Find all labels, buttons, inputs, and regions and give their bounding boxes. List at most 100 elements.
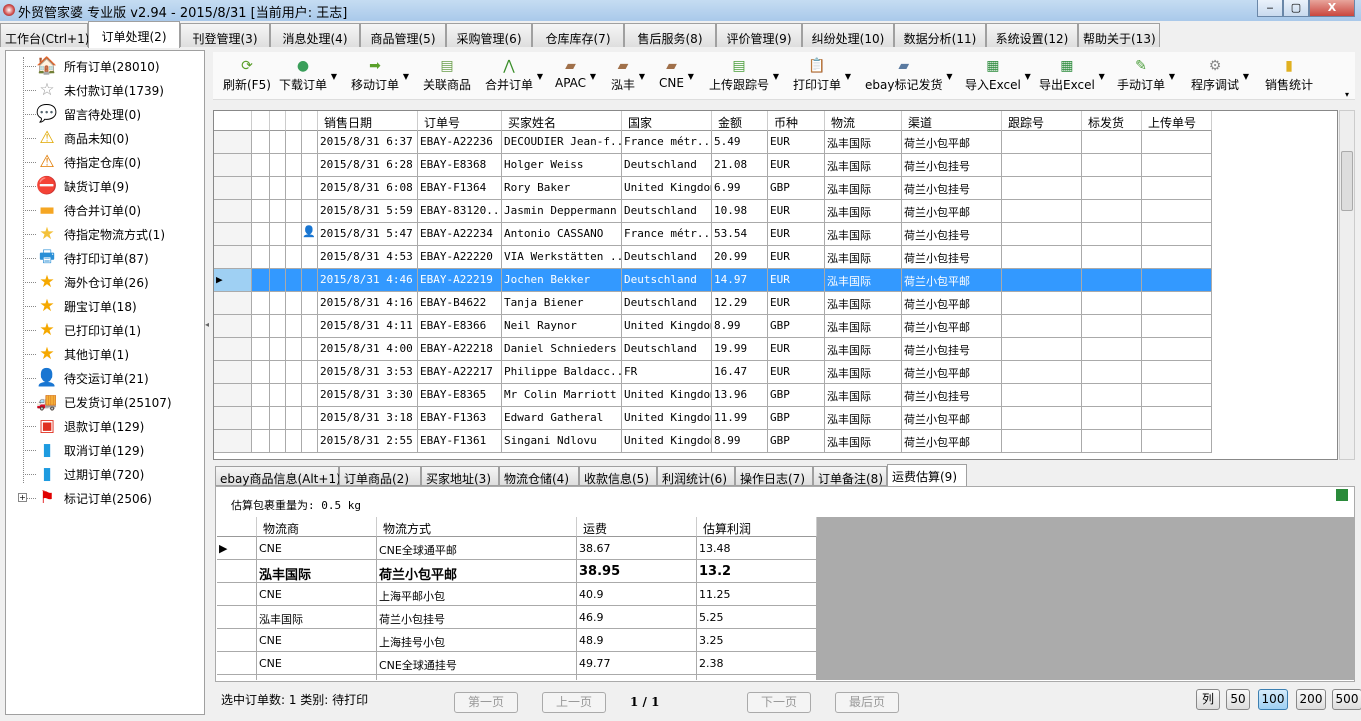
column-header[interactable]: 跟踪号 (1002, 111, 1082, 131)
dropdown-arrow-icon[interactable]: ▼ (844, 72, 852, 81)
checkbox-cell[interactable] (252, 430, 270, 453)
tab-2[interactable]: 刊登管理(3) (180, 23, 270, 47)
checkbox-cell[interactable] (302, 246, 318, 269)
tab-9[interactable]: 纠纷处理(10) (802, 23, 894, 47)
checkbox-cell[interactable] (286, 430, 302, 453)
row-header[interactable] (217, 606, 257, 629)
detail-tab-6[interactable]: 操作日志(7) (735, 466, 813, 486)
table-row[interactable]: 泓丰国际 荷兰小包挂号 46.9 5.25 (217, 606, 817, 629)
dropdown-arrow-icon[interactable]: ▼ (330, 72, 338, 81)
checkbox-cell[interactable] (302, 292, 318, 315)
detail-tab-1[interactable]: 订单商品(2) (339, 466, 421, 486)
checkbox-cell[interactable] (286, 292, 302, 315)
column-header[interactable]: 物流方式 (377, 517, 577, 537)
checkbox-cell[interactable] (270, 269, 286, 292)
prev-page-button[interactable]: 上一页 (542, 692, 606, 713)
table-row[interactable]: 2015/8/31 4:11 EBAY-E8366 Neil Raynor Unite… (214, 315, 1214, 338)
toolbar-button[interactable]: ⟳ 刷新(F5) (223, 56, 271, 96)
tree-item[interactable]: ★ 跚宝订单(18) (36, 294, 136, 318)
checkbox-cell[interactable] (252, 361, 270, 384)
row-header[interactable] (217, 583, 257, 606)
toolbar-button[interactable]: ➡ 移动订单 ▼ (351, 56, 409, 96)
table-row[interactable]: ▶ CNE CNE全球通平邮 38.67 13.48 (217, 537, 817, 560)
table-row[interactable]: ▶ 2015/8/31 4:46 EBAY-A22219 Jochen Bekker D… (214, 269, 1214, 292)
table-row[interactable]: 2015/8/31 3:30 EBAY-E8365 Mr Colin Marriot… (214, 384, 1214, 407)
tab-10[interactable]: 数据分析(11) (894, 23, 986, 47)
row-header[interactable] (214, 246, 252, 269)
checkbox-cell[interactable] (302, 361, 318, 384)
toolbar-button[interactable]: ▰ APAC ▼ (555, 56, 596, 96)
checkbox-cell[interactable] (286, 407, 302, 430)
tree-item[interactable]: ⚠ 待指定仓库(0) (36, 150, 141, 174)
column-header[interactable]: 国家 (622, 111, 712, 131)
checkbox-cell[interactable] (286, 154, 302, 177)
table-row[interactable]: CNE 上海平邮小包 40.9 11.25 (217, 583, 817, 606)
table-row[interactable]: 2015/8/31 3:18 EBAY-F1363 Edward Gatheral U… (214, 407, 1214, 430)
detail-tab-0[interactable]: ebay商品信息(Alt+1) (215, 466, 341, 486)
row-header[interactable] (214, 384, 252, 407)
checkbox-cell[interactable] (270, 361, 286, 384)
row-header[interactable] (217, 652, 257, 675)
checkbox-cell[interactable] (302, 315, 318, 338)
dropdown-arrow-icon[interactable]: ▼ (946, 72, 953, 81)
column-header[interactable]: 销售日期 (318, 111, 418, 131)
checkbox-cell[interactable] (286, 200, 302, 223)
toolbar-button[interactable]: ▦ 导出Excel ▼ (1039, 56, 1105, 96)
row-header[interactable] (214, 361, 252, 384)
column-header[interactable]: 金额 (712, 111, 768, 131)
checkbox-cell[interactable] (270, 246, 286, 269)
dropdown-arrow-icon[interactable]: ▼ (687, 72, 694, 81)
checkbox-cell[interactable] (286, 246, 302, 269)
checkbox-cell[interactable] (270, 154, 286, 177)
row-header[interactable] (214, 223, 252, 246)
checkbox-cell[interactable] (286, 361, 302, 384)
tree-item[interactable]: ★ 海外仓订单(26) (36, 270, 148, 294)
checkbox-cell[interactable] (302, 269, 318, 292)
checkbox-cell[interactable] (286, 223, 302, 246)
checkbox-cell[interactable] (286, 131, 302, 154)
table-row[interactable]: 2015/8/31 6:37 EBAY-A22236 DECOUDIER Jean-… (214, 131, 1214, 154)
checkbox-cell[interactable] (270, 177, 286, 200)
checkbox-cell[interactable] (252, 200, 270, 223)
toolbar-button[interactable]: 📋 打印订单 ▼ (793, 56, 851, 96)
dropdown-arrow-icon[interactable]: ▼ (1024, 72, 1031, 81)
checkbox-cell[interactable] (252, 131, 270, 154)
checkbox-cell[interactable] (302, 131, 318, 154)
table-row[interactable]: 泓丰国际 荷兰小包平邮 38.95 13.2 (217, 560, 817, 583)
toolbar-button[interactable]: ▮ 销售统计 (1265, 56, 1313, 96)
dropdown-arrow-icon[interactable]: ▼ (772, 72, 780, 81)
next-page-button[interactable]: 下一页 (747, 692, 811, 713)
checkbox-cell[interactable] (302, 177, 318, 200)
row-header[interactable] (217, 560, 257, 583)
table-row[interactable]: 2015/8/31 6:08 EBAY-F1364 Rory Baker United… (214, 177, 1214, 200)
checkbox-cell[interactable] (252, 177, 270, 200)
row-header[interactable] (214, 315, 252, 338)
table-row[interactable]: 2015/8/31 4:16 EBAY-B4622 Tanja Biener Deut… (214, 292, 1214, 315)
tree-item[interactable]: ▬ 待合并订单(0) (36, 198, 141, 222)
last-page-button[interactable]: 最后页 (835, 692, 899, 713)
tab-5[interactable]: 采购管理(6) (446, 23, 532, 47)
tab-1[interactable]: 订单处理(2) (88, 21, 180, 48)
orders-scrollbar[interactable] (1339, 110, 1355, 460)
table-row[interactable]: 2015/8/31 3:53 EBAY-A22217 Philippe Baldac… (214, 361, 1214, 384)
tree-item[interactable]: 🖶 待打印订单(87) (36, 246, 149, 270)
minimize-button[interactable]: ‒ (1257, 0, 1283, 17)
table-row[interactable]: CNE CNE全球通挂号 49.77 2.38 (217, 652, 817, 675)
checkbox-cell[interactable] (270, 430, 286, 453)
splitter-handle[interactable]: ◂ (205, 320, 210, 329)
tree-item[interactable]: ⚠ 商品未知(0) (36, 126, 129, 150)
checkbox-cell[interactable] (270, 384, 286, 407)
dropdown-arrow-icon[interactable]: ▼ (402, 72, 410, 81)
checkbox-cell[interactable] (302, 430, 318, 453)
toolbar-button[interactable]: ▰ 泓丰 ▼ (611, 56, 645, 96)
toolbar-button[interactable]: ▰ CNE ▼ (659, 56, 694, 96)
tab-0[interactable]: 工作台(Ctrl+1) (0, 23, 89, 47)
column-header[interactable]: 买家姓名 (502, 111, 622, 131)
table-row[interactable]: 👤 2015/8/31 5:47 EBAY-A22234 Antonio CASSAN… (214, 223, 1214, 246)
tree-item[interactable]: 👤 待交运订单(21) (36, 366, 148, 390)
export-excel-icon[interactable] (1336, 489, 1348, 501)
column-header[interactable]: 上传单号 (1142, 111, 1212, 131)
dropdown-arrow-icon[interactable]: ▼ (589, 72, 597, 81)
row-header[interactable] (214, 131, 252, 154)
row-header[interactable] (217, 629, 257, 652)
